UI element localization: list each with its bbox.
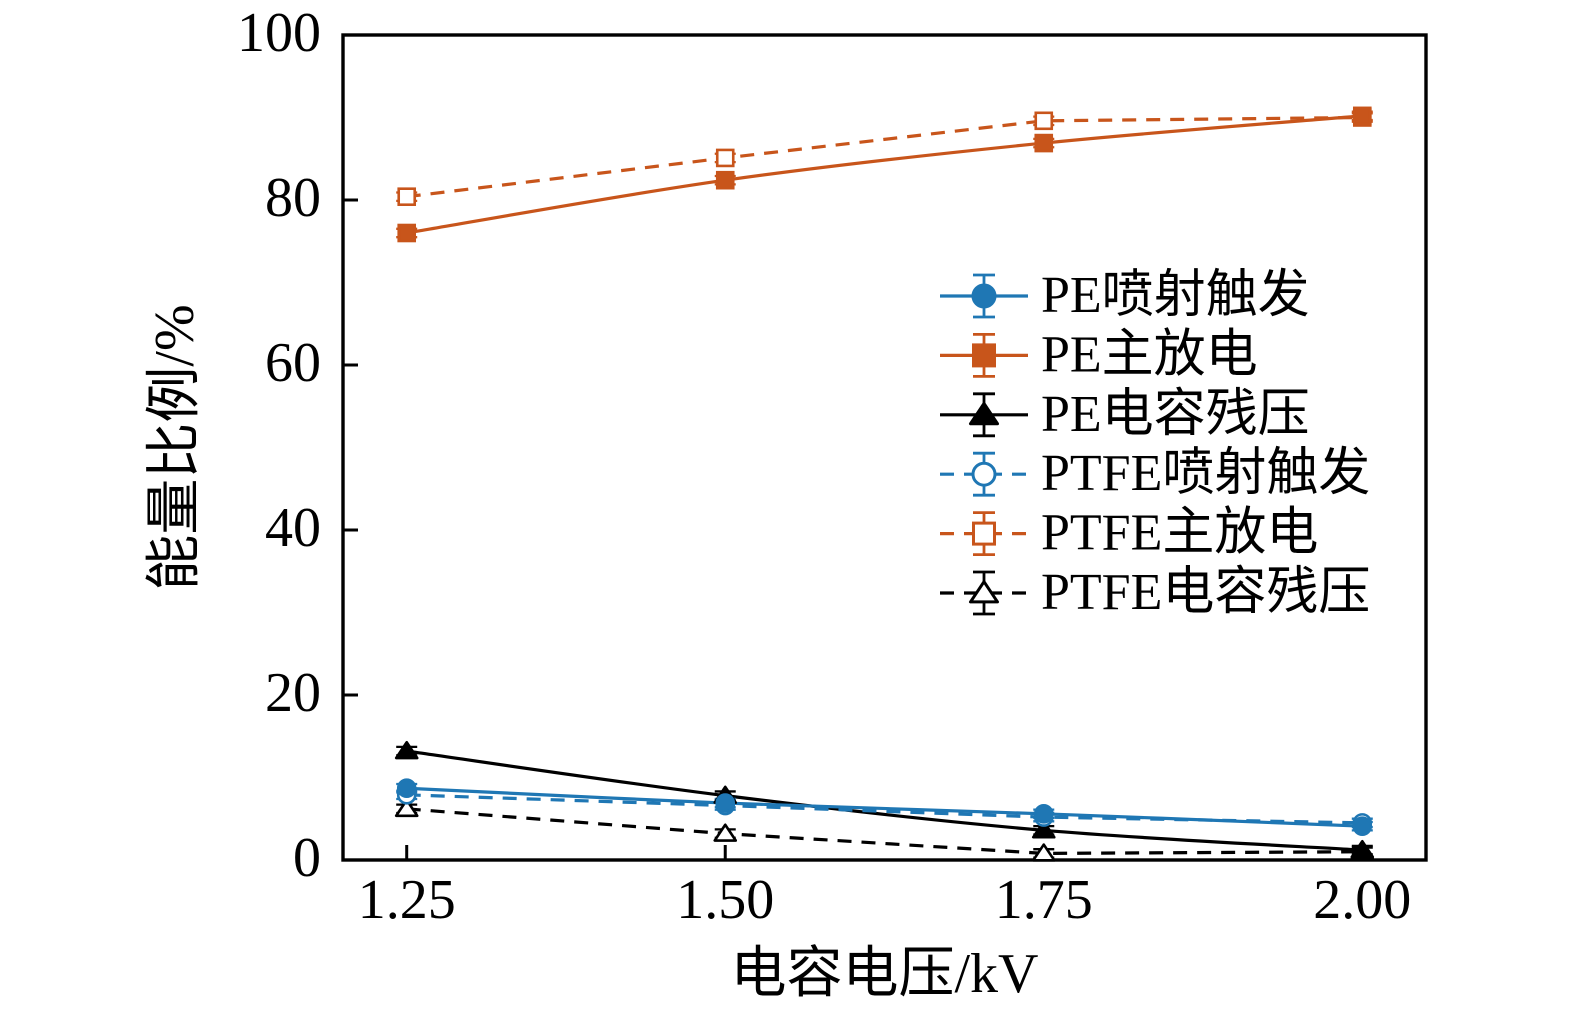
svg-text:PE喷射触发: PE喷射触发 — [1041, 267, 1310, 324]
svg-text:1.50: 1.50 — [676, 869, 774, 931]
svg-text:PE电容残压: PE电容残压 — [1041, 386, 1310, 443]
svg-text:20: 20 — [265, 662, 321, 724]
svg-text:PTFE喷射触发: PTFE喷射触发 — [1041, 445, 1370, 502]
svg-text:60: 60 — [265, 332, 321, 394]
svg-text:PE主放电: PE主放电 — [1041, 326, 1258, 383]
svg-text:1.25: 1.25 — [358, 869, 456, 931]
svg-text:80: 80 — [265, 167, 321, 229]
svg-text:0: 0 — [293, 827, 321, 889]
svg-text:100: 100 — [237, 2, 321, 64]
svg-text:PTFE主放电: PTFE主放电 — [1041, 505, 1318, 562]
svg-text:40: 40 — [265, 497, 321, 559]
svg-text:能量比例/%: 能量比例/% — [144, 304, 206, 590]
svg-text:电容电压/kV: 电容电压/kV — [731, 943, 1039, 1005]
svg-text:2.00: 2.00 — [1313, 869, 1411, 931]
svg-text:1.75: 1.75 — [995, 869, 1093, 931]
svg-text:PTFE电容残压: PTFE电容残压 — [1041, 564, 1370, 621]
